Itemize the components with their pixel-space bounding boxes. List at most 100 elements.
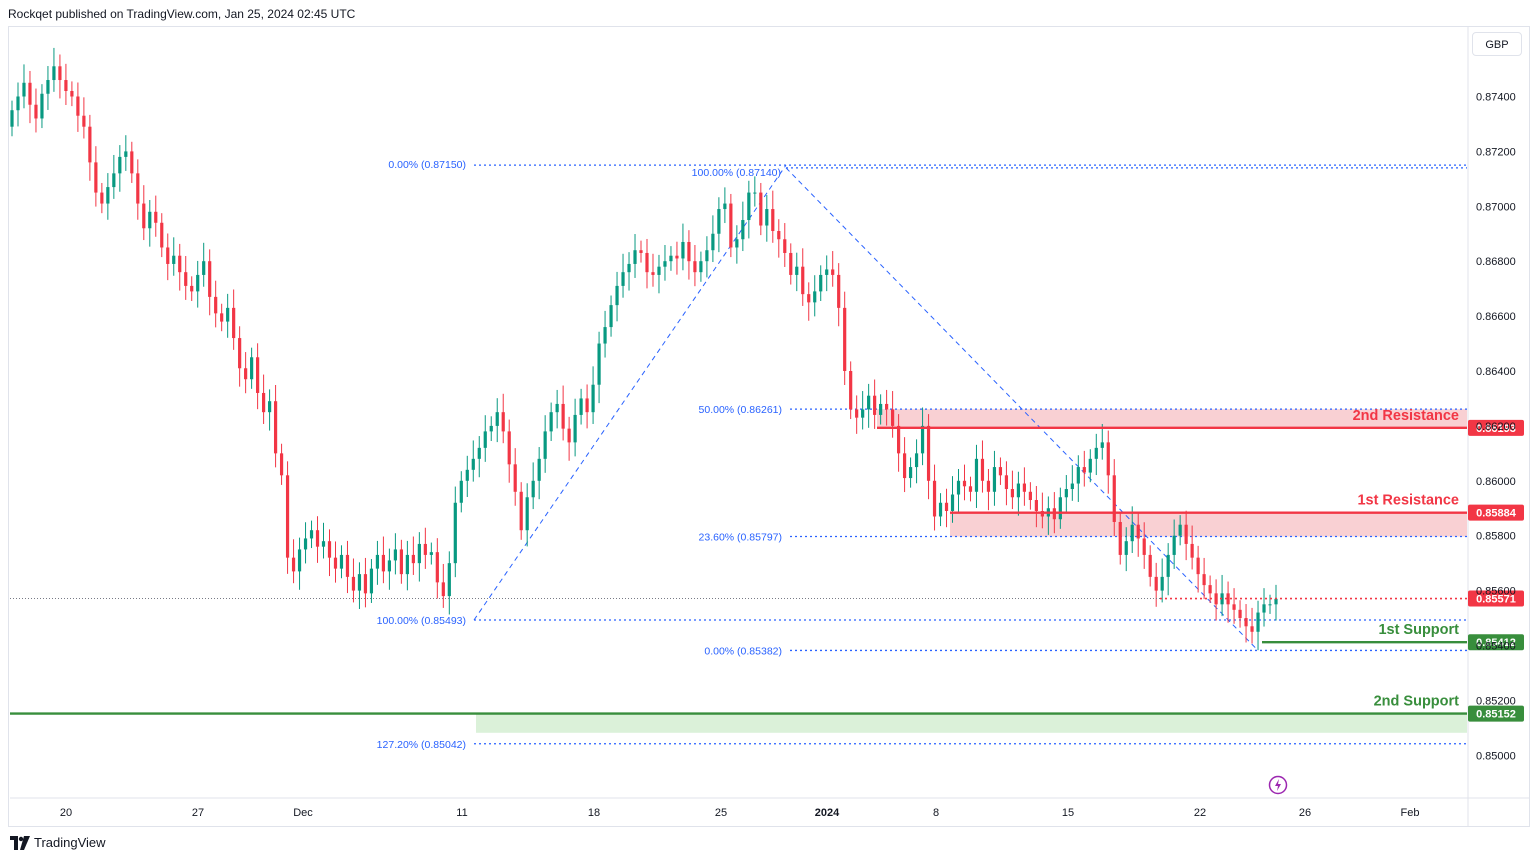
fib-label: 50.00% (0.86261) [699, 404, 782, 416]
candle-body [585, 398, 589, 413]
candle-body [405, 554, 409, 575]
candle-body [956, 480, 961, 495]
candle-body [46, 80, 50, 94]
candle-body [645, 252, 649, 273]
candle-body [926, 425, 931, 481]
candle-body [992, 467, 997, 492]
candle-body [591, 384, 595, 413]
candle-body [1028, 491, 1032, 501]
candle-body [148, 211, 152, 229]
candle-body [351, 576, 356, 591]
y-tick-label: 0.85200 [1476, 695, 1516, 707]
candle-body [106, 187, 110, 204]
candle-body [232, 307, 236, 339]
candle-body [124, 151, 128, 157]
candle-body [1244, 618, 1248, 627]
candle-body [1184, 524, 1188, 544]
candle-body [920, 425, 925, 454]
candle-body [1094, 447, 1098, 459]
candle-body [202, 261, 206, 275]
candle-body [393, 549, 397, 561]
candle-body [273, 401, 278, 454]
candle-body [896, 425, 901, 454]
candle-body [94, 162, 98, 193]
candle-body [22, 82, 26, 97]
candle-body [789, 252, 793, 275]
candle-body [1022, 483, 1026, 492]
candle-body [244, 368, 248, 380]
y-tick-label: 0.85800 [1476, 531, 1516, 543]
y-tick-label: 0.85000 [1476, 750, 1516, 762]
candle-body [603, 327, 607, 344]
candle-body [555, 403, 559, 413]
resistance-zone [877, 409, 1467, 428]
candle-body [980, 458, 985, 481]
candle-body [1160, 576, 1164, 591]
candle-body [315, 530, 320, 547]
candle-body [1076, 467, 1080, 484]
y-tick-label: 0.87200 [1476, 146, 1516, 158]
candle-body [1256, 612, 1260, 632]
candle-body [160, 222, 164, 248]
candle-body [932, 480, 937, 517]
candle-body [663, 261, 667, 267]
y-tick-label: 0.87000 [1476, 201, 1516, 213]
fib-label: 0.00% (0.85382) [704, 645, 782, 657]
candle-body [944, 502, 949, 511]
candle-body [267, 401, 272, 413]
candle-body [190, 285, 194, 292]
support-zone [476, 713, 1467, 733]
candle-body [819, 274, 823, 292]
candle-body [303, 538, 308, 550]
support-price-tag [1468, 634, 1524, 651]
candle-body [938, 502, 943, 517]
candle-body [1004, 475, 1009, 490]
currency-button[interactable]: GBP [1472, 32, 1522, 56]
candle-body [1118, 521, 1122, 555]
resistance-label: 2nd Resistance [1353, 408, 1459, 424]
candle-body [1148, 554, 1152, 577]
candle-body [1088, 458, 1092, 473]
tradingview-brand[interactable]: TradingView [10, 835, 106, 850]
candle-body [507, 431, 511, 465]
candle-body [705, 250, 709, 262]
candle-body [525, 497, 529, 531]
candle-body [28, 82, 32, 105]
candle-body [867, 395, 871, 410]
candle-body [879, 403, 883, 415]
resistance-price-tag [1468, 504, 1524, 521]
axis-layer: 0.87400 0.87200 0.87000 0.86800 0.86600 0.864… [60, 92, 1516, 820]
x-tick-label: 20 [60, 807, 72, 819]
y-tick-label: 0.85400 [1476, 641, 1516, 653]
candle-body [795, 266, 799, 275]
publisher-caption: Rockqet published on TradingView.com, Ja… [8, 7, 356, 21]
candle-body [250, 357, 254, 380]
candle-body [357, 574, 362, 591]
lightning-icon[interactable] [1268, 775, 1288, 795]
candle-body [495, 412, 499, 426]
price-tag-label: 0.85884 [1476, 508, 1517, 520]
candle-body [1016, 483, 1021, 498]
candle-body [345, 554, 350, 577]
candle-body [968, 486, 973, 492]
candle-body [711, 233, 715, 251]
resistance-zone [950, 512, 1467, 537]
tradingview-logo-icon [10, 835, 30, 850]
candle-body [411, 554, 415, 564]
candle-body [34, 104, 38, 119]
y-tick-label: 0.87400 [1476, 92, 1516, 104]
candle-body [950, 494, 955, 511]
support-label: 1st Support [1378, 622, 1459, 638]
y-tick-label: 0.85600 [1476, 586, 1516, 598]
candle-body [1124, 541, 1128, 555]
candle-body [717, 209, 721, 234]
candle-body [285, 475, 290, 558]
candle-body [429, 552, 433, 555]
candle-body [974, 458, 979, 492]
x-tick-label: Feb [1401, 807, 1420, 819]
candle-body [441, 582, 445, 597]
candle-body [1178, 524, 1182, 536]
candle-body [1136, 524, 1140, 539]
candle-body [693, 261, 697, 273]
